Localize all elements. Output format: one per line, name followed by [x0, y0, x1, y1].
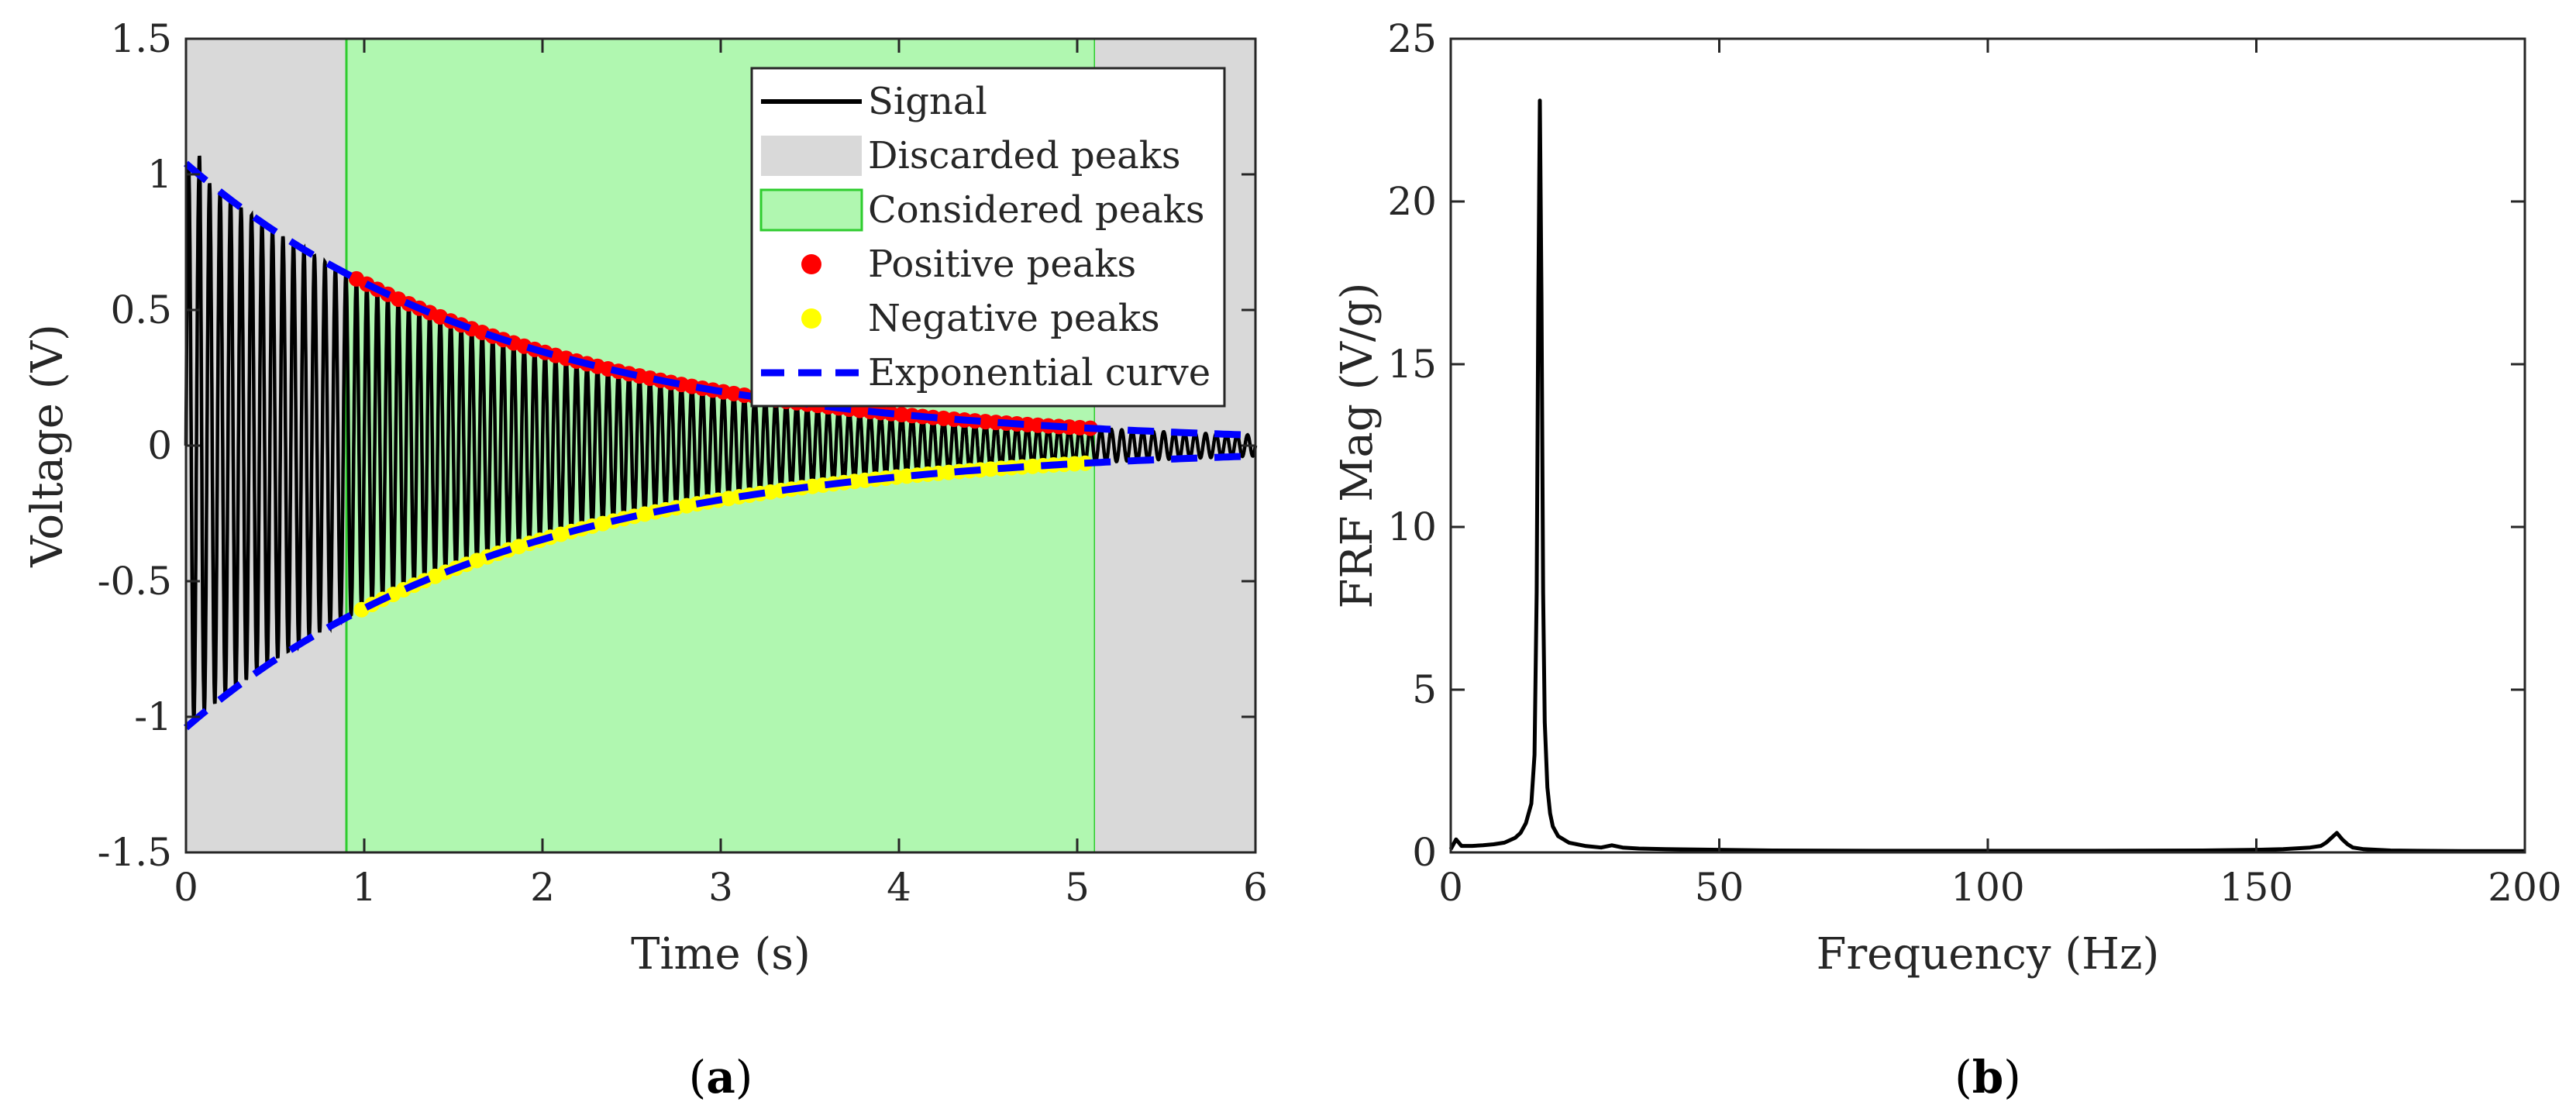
b-x-tick-label: 50	[1695, 865, 1744, 910]
b-frf-line	[1448, 98, 2525, 853]
a-x-tick-label: 4	[887, 865, 911, 910]
legend-swatch-dot	[801, 308, 821, 329]
a-signal-layer	[184, 155, 1258, 721]
a-y-axis-label: Voltage (V)	[22, 324, 73, 568]
a-legend-box	[750, 67, 1226, 408]
b-series-layer	[1448, 98, 2525, 853]
a-x-tick-label: 3	[708, 865, 733, 910]
b-x-axis-label: Frequency (Hz)	[1817, 929, 2160, 980]
legend-label: Negative peaks	[868, 297, 1160, 340]
b-tick-layer: 0 50 100 150 200 0 5 10 15 20 25	[1387, 16, 2561, 910]
b-y-tick-label: 25	[1387, 16, 1437, 61]
a-y-tick-label: 0	[147, 423, 172, 468]
b-y-tick-label: 15	[1387, 342, 1437, 387]
a-y-tick-label: 1	[147, 152, 172, 197]
b-y-tick-label: 5	[1412, 667, 1437, 712]
a-y-tick-label: -1	[134, 694, 172, 739]
chart-a: 0 1 2 3 4 5 6 -1.5 -1 -0.5 0 0.5 1 1.5 Signal Discarde…	[22, 16, 1268, 1104]
legend-swatch-dot	[801, 254, 821, 274]
a-signal-line	[184, 155, 1258, 721]
chart-b: 0 50 100 150 200 0 5 10 15 20 25 Frequency (Hz) FR…	[1332, 16, 2562, 1104]
legend-label: Signal	[868, 80, 987, 123]
a-x-tick-label: 0	[174, 865, 198, 910]
a-x-tick-label: 5	[1065, 865, 1090, 910]
a-legend: Signal Discarded peaks Considered peaks Pos…	[750, 67, 1226, 408]
b-x-tick-label: 0	[1438, 865, 1463, 910]
a-x-tick-label: 6	[1243, 865, 1268, 910]
legend-label: Positive peaks	[868, 243, 1136, 286]
b-x-tick-label: 100	[1951, 865, 2024, 910]
legend-label: Discarded peaks	[868, 134, 1181, 177]
legend-label: Exponential curve	[868, 351, 1211, 394]
a-y-tick-label: 0.5	[110, 287, 172, 332]
b-y-tick-label: 20	[1387, 179, 1437, 224]
b-y-tick-label: 0	[1412, 830, 1437, 875]
a-x-tick-label: 2	[530, 865, 555, 910]
legend-label: Considered peaks	[868, 188, 1204, 232]
a-x-tick-label: 1	[352, 865, 377, 910]
b-y-tick-label: 10	[1387, 504, 1437, 549]
b-x-tick-label: 200	[2488, 865, 2561, 910]
a-tick-layer: 0 1 2 3 4 5 6 -1.5 -1 -0.5 0 0.5 1 1.5	[98, 16, 1268, 910]
a-y-tick-label: -1.5	[98, 830, 172, 875]
b-x-tick-label: 150	[2220, 865, 2293, 910]
a-exponential-lower	[184, 452, 1256, 731]
legend-swatch-patch	[761, 136, 862, 176]
a-x-axis-label: Time (s)	[631, 929, 811, 980]
a-panel-label: (a)	[689, 1051, 753, 1104]
a-y-tick-label: 1.5	[110, 16, 172, 61]
b-plot-frame	[1449, 37, 2526, 854]
a-exponential-upper	[184, 160, 1256, 439]
legend-swatch-patch	[759, 188, 863, 232]
b-panel-label: (b)	[1954, 1051, 2021, 1104]
a-exponential-layer	[184, 160, 1256, 731]
b-y-axis-label: FRF Mag (V/g)	[1332, 283, 1383, 609]
a-y-tick-label: -0.5	[98, 559, 172, 604]
